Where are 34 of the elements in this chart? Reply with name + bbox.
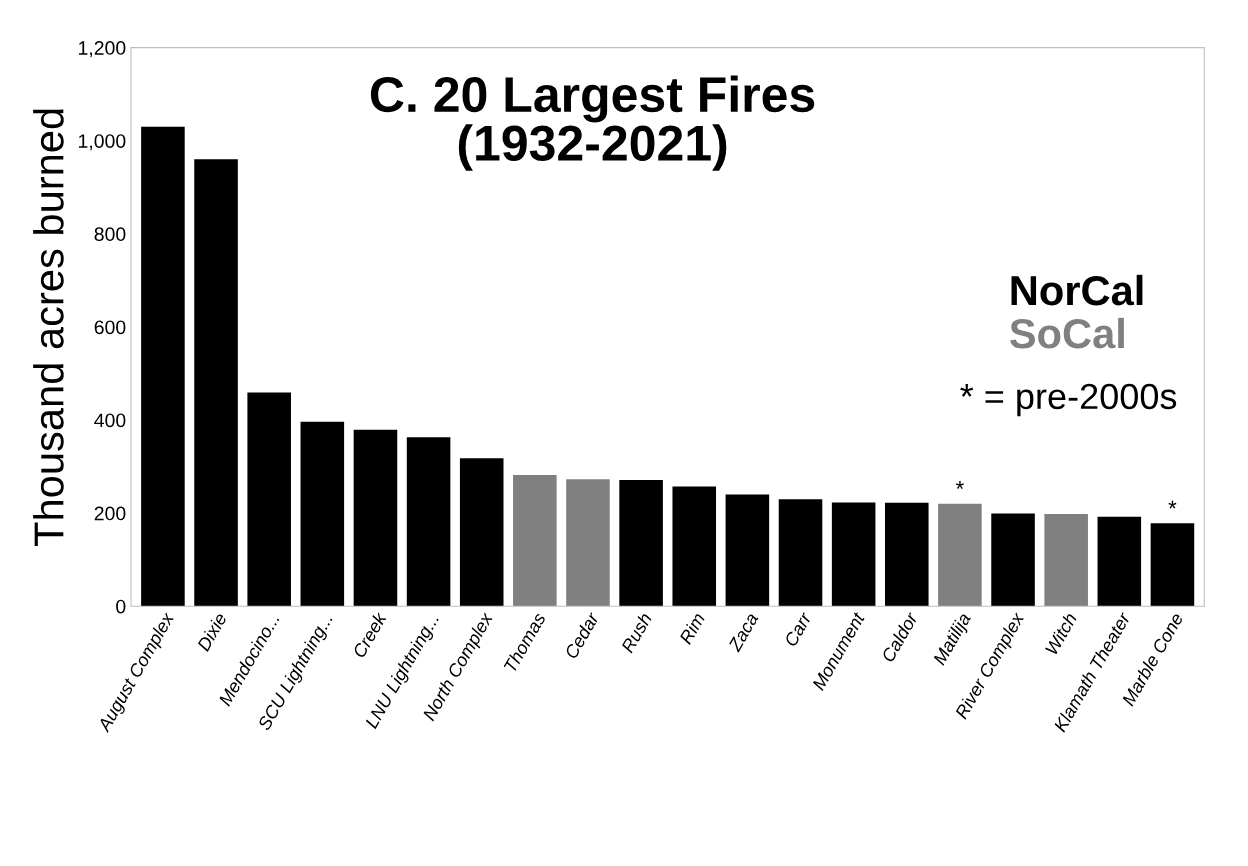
bar <box>938 503 982 607</box>
bar <box>141 126 185 607</box>
bar <box>884 502 929 607</box>
bar <box>778 499 823 607</box>
y-tick-label: 1,200 <box>79 41 126 58</box>
y-tick-label: 200 <box>94 506 126 521</box>
bar <box>1044 514 1088 607</box>
bar <box>247 392 291 607</box>
text: C. 20 Largest Fires (1932-2021) <box>370 75 815 171</box>
bar <box>991 513 1035 607</box>
text: NorCal <box>1011 274 1143 306</box>
y-tick-label: 1,000 <box>79 134 126 151</box>
y-tick-label: 800 <box>94 227 126 242</box>
annotation: * = pre-2000s <box>960 383 1177 417</box>
bar <box>566 479 610 607</box>
bar <box>672 486 717 607</box>
bar <box>1097 516 1142 607</box>
bar <box>1150 523 1195 607</box>
bar <box>459 458 504 607</box>
y-tick-label: 400 <box>94 413 126 428</box>
bar <box>353 429 398 607</box>
bar <box>619 480 663 607</box>
annotation: * <box>1168 500 1177 509</box>
y-axis-title: Thousand acres burned <box>33 109 64 547</box>
y-tick-label: 0 <box>116 599 126 614</box>
bar <box>300 421 345 607</box>
bar <box>725 494 770 607</box>
annotation: * <box>955 481 964 489</box>
bar <box>513 474 557 607</box>
bar <box>406 437 451 607</box>
bar <box>831 502 876 607</box>
bar <box>194 159 238 607</box>
y-tick-label: 600 <box>94 320 126 335</box>
text: SoCal <box>1009 317 1124 349</box>
